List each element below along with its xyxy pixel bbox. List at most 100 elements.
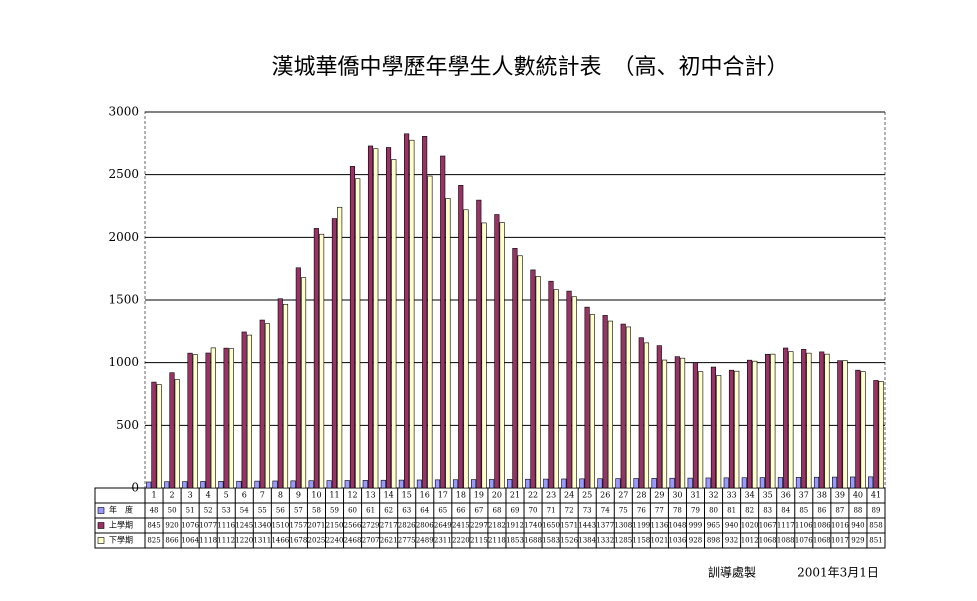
table-value: 1340	[253, 522, 271, 530]
bar	[337, 206, 343, 489]
bar	[362, 480, 368, 489]
table-value: 965	[707, 522, 720, 530]
bar	[282, 303, 289, 489]
table-value: 1036	[669, 537, 687, 545]
bar	[806, 352, 812, 489]
table-value: 1048	[669, 522, 687, 530]
bar	[373, 148, 379, 489]
x-tick-label: 39	[835, 491, 845, 500]
table-value: 63	[402, 507, 411, 515]
table-value: 88	[853, 507, 862, 515]
table-value: 858	[869, 522, 882, 530]
table-value: 81	[727, 507, 736, 515]
x-tick-label: 2	[170, 491, 175, 500]
bar	[759, 477, 765, 489]
bar	[824, 353, 830, 489]
x-tick-label: 17	[438, 491, 448, 500]
bar	[164, 481, 170, 489]
bar	[535, 276, 541, 489]
table-value: 80	[709, 507, 718, 515]
table-value: 1650	[542, 522, 560, 530]
x-tick-label: 24	[564, 491, 574, 500]
table-value: 1466	[271, 537, 289, 545]
x-tick-label: 33	[726, 491, 736, 500]
table-value: 1077	[199, 522, 217, 530]
bar	[548, 280, 554, 489]
bar	[146, 481, 152, 489]
y-tick-label: 1500	[108, 293, 139, 307]
table-value: 60	[348, 507, 357, 515]
table-value: 78	[673, 507, 682, 515]
bar	[380, 479, 386, 489]
bar	[783, 347, 789, 489]
bar	[842, 360, 848, 489]
bar	[200, 481, 206, 489]
bar	[698, 371, 704, 489]
table-value: 1158	[632, 537, 650, 545]
bar	[543, 478, 549, 489]
x-tick-label: 5	[224, 491, 229, 500]
table-value: 2489	[416, 537, 434, 545]
table-value: 2707	[362, 537, 380, 545]
table-value: 87	[835, 507, 844, 515]
table-value: 1443	[578, 522, 596, 530]
bar	[489, 479, 495, 489]
bar	[615, 478, 621, 489]
table-value: 84	[781, 507, 790, 515]
legend-swatch	[97, 507, 105, 514]
table-value: 1311	[253, 537, 271, 545]
table-value: 999	[689, 522, 702, 530]
bar	[723, 477, 729, 489]
x-tick-label: 8	[278, 491, 283, 500]
legend-label: 年 度	[109, 505, 133, 515]
bar	[174, 379, 180, 489]
table-value: 2182	[488, 522, 506, 530]
table-value: 1688	[524, 537, 542, 545]
table-value: 1106	[795, 522, 813, 530]
x-tick-label: 35	[763, 491, 773, 500]
table-value: 929	[851, 537, 864, 545]
table-value: 1678	[290, 537, 308, 545]
table-value: 1912	[506, 522, 524, 530]
bar	[530, 269, 536, 489]
bar	[313, 228, 319, 489]
table-value: 866	[165, 537, 179, 545]
table-value: 1076	[181, 522, 199, 530]
bar	[788, 351, 794, 489]
table-value: 53	[222, 507, 231, 515]
table-value: 56	[276, 507, 285, 515]
bar	[326, 480, 332, 489]
bar	[602, 315, 608, 489]
bar	[716, 375, 722, 489]
bar	[452, 479, 459, 489]
table-value: 69	[511, 507, 520, 515]
table-value: 1116	[217, 522, 235, 530]
table-value: 2717	[380, 522, 398, 530]
x-tick-label: 31	[690, 491, 700, 500]
bar	[819, 351, 825, 489]
table-value: 71	[547, 507, 556, 515]
table-value: 1384	[578, 537, 596, 545]
bar	[223, 347, 229, 489]
x-tick-label: 30	[672, 491, 682, 500]
bar	[301, 277, 307, 489]
bar	[512, 248, 518, 489]
bar	[734, 370, 740, 489]
table-value: 825	[147, 537, 160, 545]
bar	[355, 178, 361, 489]
bar	[813, 476, 820, 489]
table-value: 61	[366, 507, 375, 515]
bar	[525, 478, 531, 489]
table-value: 2071	[308, 522, 326, 530]
bar	[661, 359, 668, 489]
table-value: 2826	[398, 522, 416, 530]
x-tick-label: 41	[871, 491, 881, 500]
bar	[445, 198, 451, 489]
bar	[398, 479, 404, 489]
bar	[295, 267, 301, 489]
bar	[752, 360, 758, 489]
bar	[331, 218, 337, 489]
table-value: 65	[438, 507, 447, 515]
table-value: 2621	[380, 537, 398, 545]
